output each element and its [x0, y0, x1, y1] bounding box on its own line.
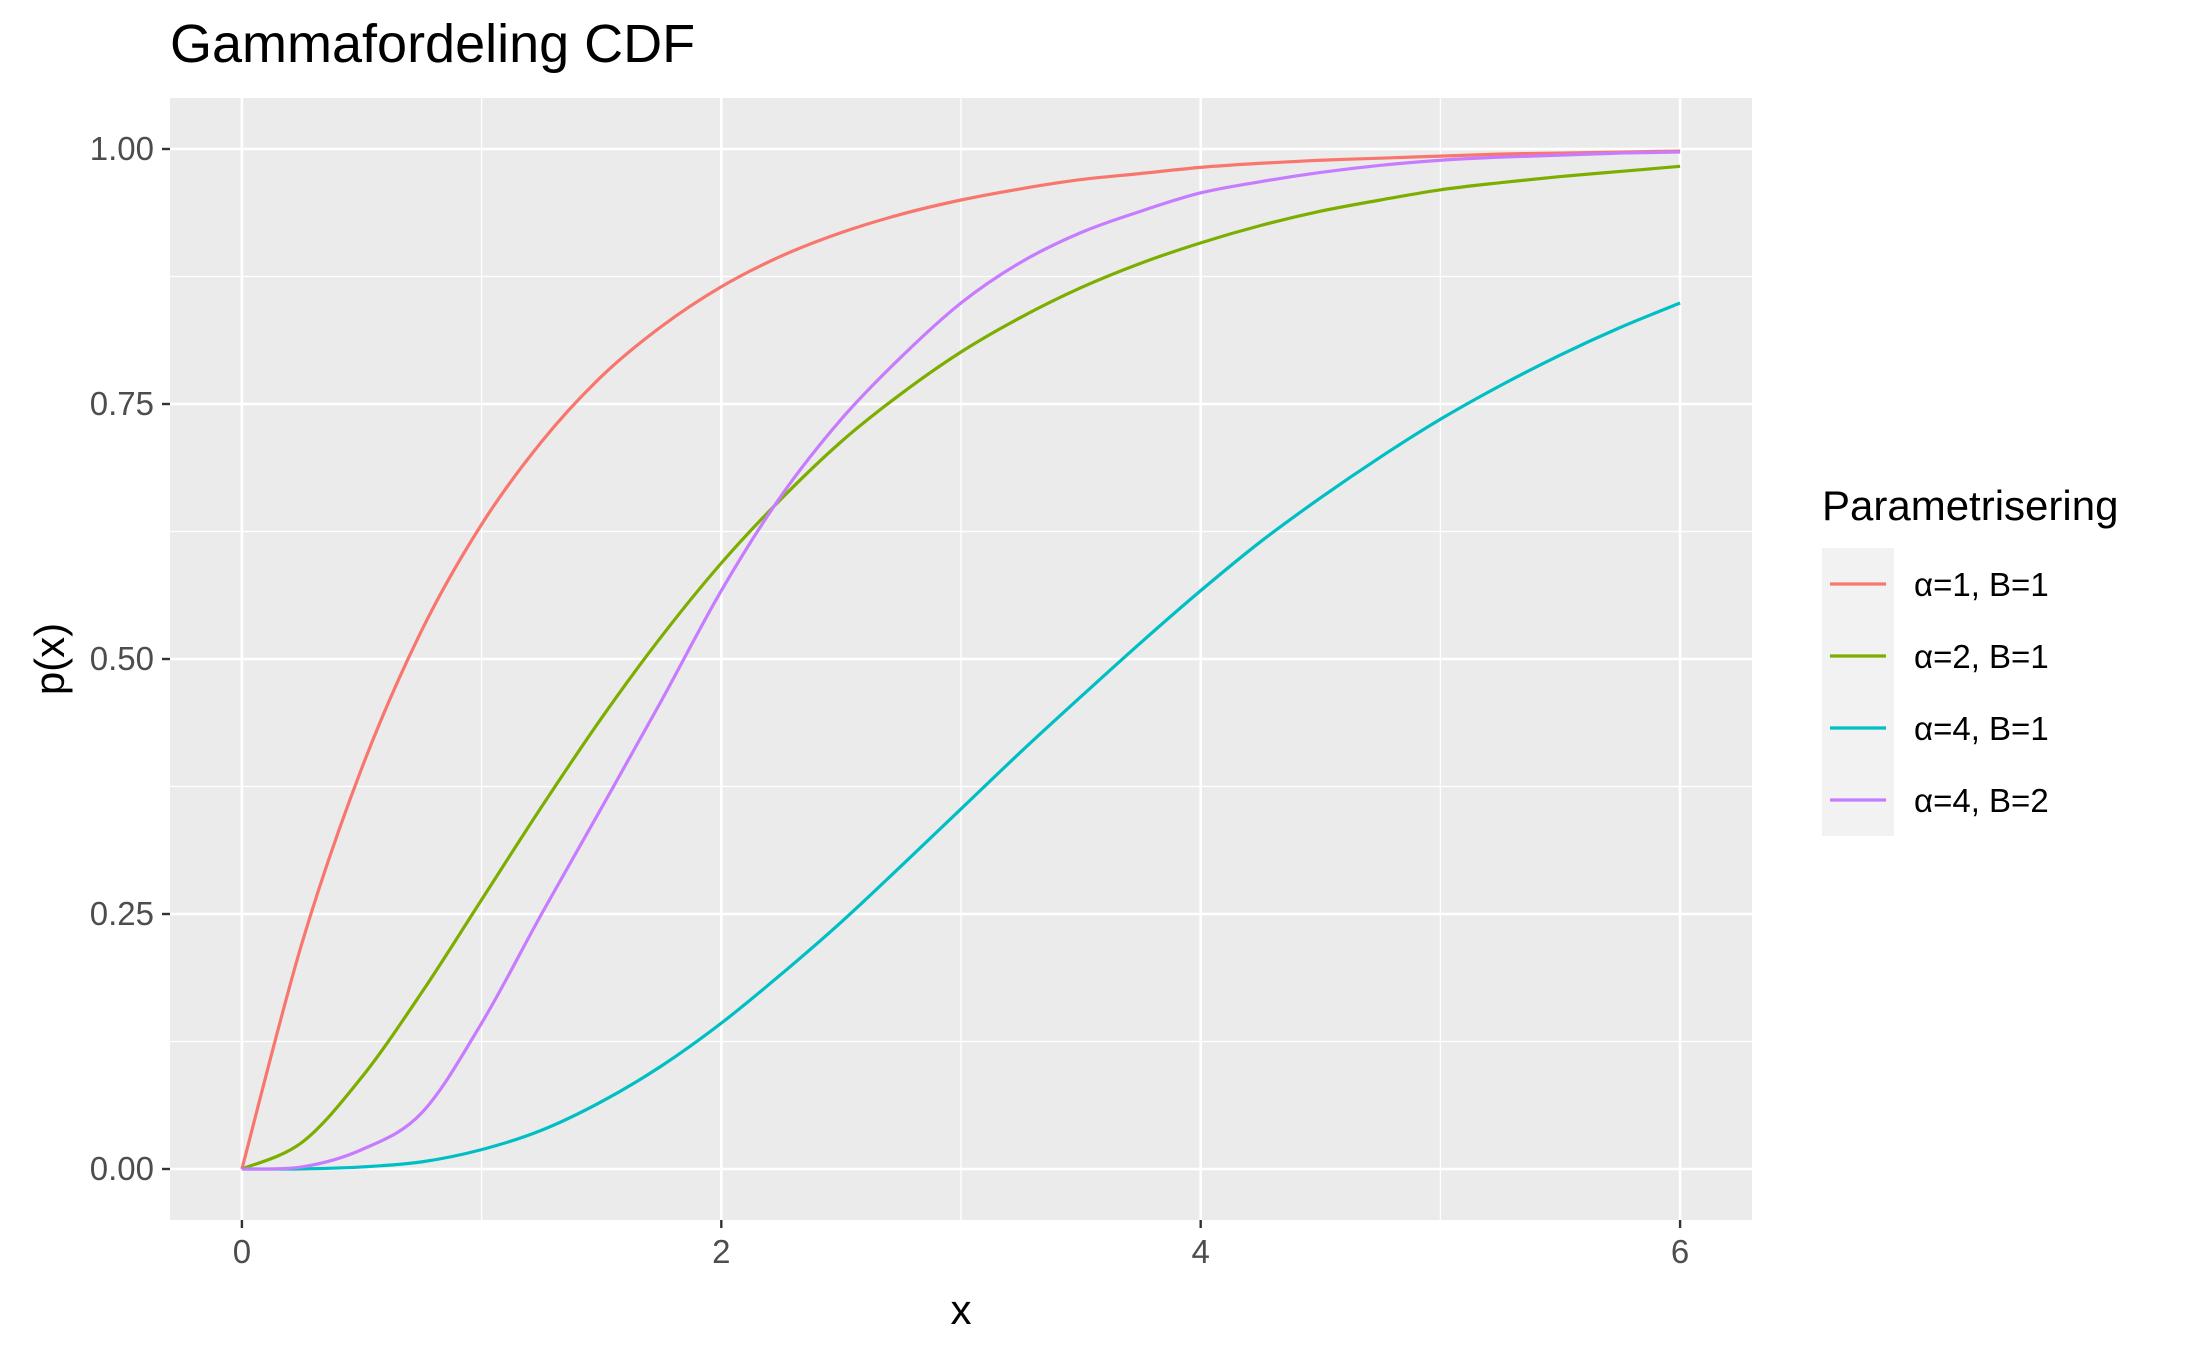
legend-label-1: α=1, B=1: [1914, 566, 2049, 603]
y-tick-label: 0.75: [90, 385, 154, 422]
axes: 0 2 4 6 0.00 0.25 0.50 0.75 1.00: [90, 130, 1690, 1270]
legend-label-4: α=4, B=2: [1914, 782, 2049, 819]
y-tick-label: 0.50: [90, 640, 154, 677]
x-tick-label: 0: [233, 1233, 251, 1270]
series-lines: [240, 149, 1681, 1171]
x-tick-label: 4: [1192, 1233, 1210, 1270]
series-line-2: [241, 164, 1681, 1171]
x-axis-title: x: [951, 1286, 972, 1333]
y-tick-label: 0.25: [90, 895, 154, 932]
y-tick-label: 1.00: [90, 130, 154, 167]
legend-title: Parametrisering: [1822, 482, 2118, 529]
legend-label-3: α=4, B=1: [1914, 710, 2049, 747]
x-tick-label: 2: [712, 1233, 730, 1270]
x-tick-label: 6: [1671, 1233, 1689, 1270]
chart-title: Gammafordeling CDF: [170, 14, 695, 74]
y-axis-title: p(x): [26, 623, 73, 695]
series-line-3: [241, 301, 1681, 1171]
y-tick-label: 0.00: [90, 1150, 154, 1187]
series-line-4: [241, 150, 1681, 1171]
legend: Parametrisering α=1, B=1 α=2, B=1 α=4, B=1…: [1822, 482, 2118, 836]
series-line-1: [240, 149, 1681, 1170]
legend-key-background: [1822, 548, 1894, 836]
legend-label-2: α=2, B=1: [1914, 638, 2049, 675]
